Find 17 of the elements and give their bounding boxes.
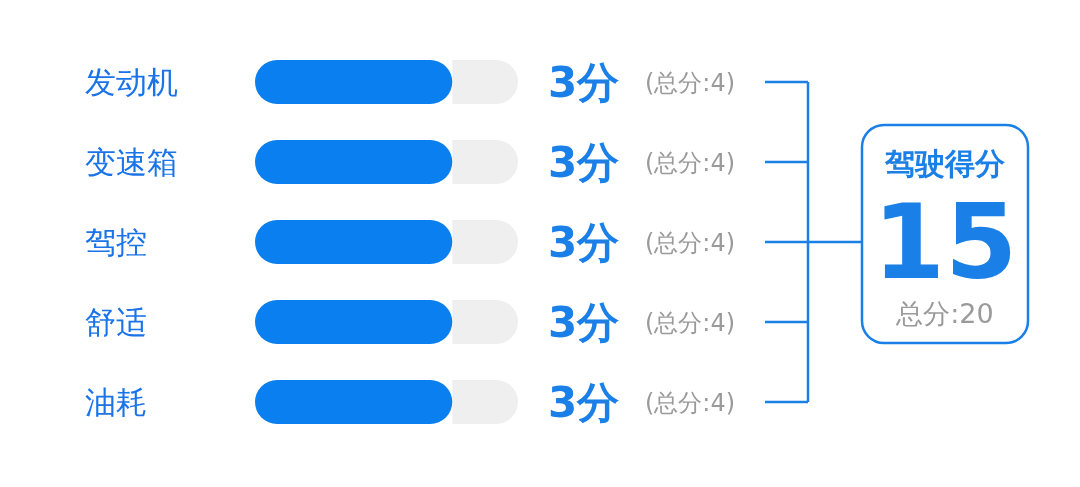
y-tick-label: 驾控 (85, 224, 147, 260)
text: (总分:4) (645, 309, 736, 337)
data-label: 3分 (548, 378, 620, 427)
text: 总分:20 (895, 298, 994, 329)
y-tick-label: 舒适 (85, 304, 147, 340)
data-label: 3分 (548, 58, 620, 107)
text: (总分:4) (645, 229, 736, 257)
text: (总分:4) (645, 69, 736, 97)
text: (总分:4) (645, 389, 736, 417)
data-label: 3分 (548, 298, 620, 347)
data-label: 3分 (548, 218, 620, 267)
text: (总分:4) (645, 149, 736, 177)
y-tick-label: 变速箱 (85, 144, 178, 180)
text: 驾驶得分 (884, 146, 1005, 181)
y-tick-label: 油耗 (85, 384, 147, 420)
y-tick-label: 发动机 (85, 64, 178, 100)
data-label: 3分 (548, 138, 620, 187)
